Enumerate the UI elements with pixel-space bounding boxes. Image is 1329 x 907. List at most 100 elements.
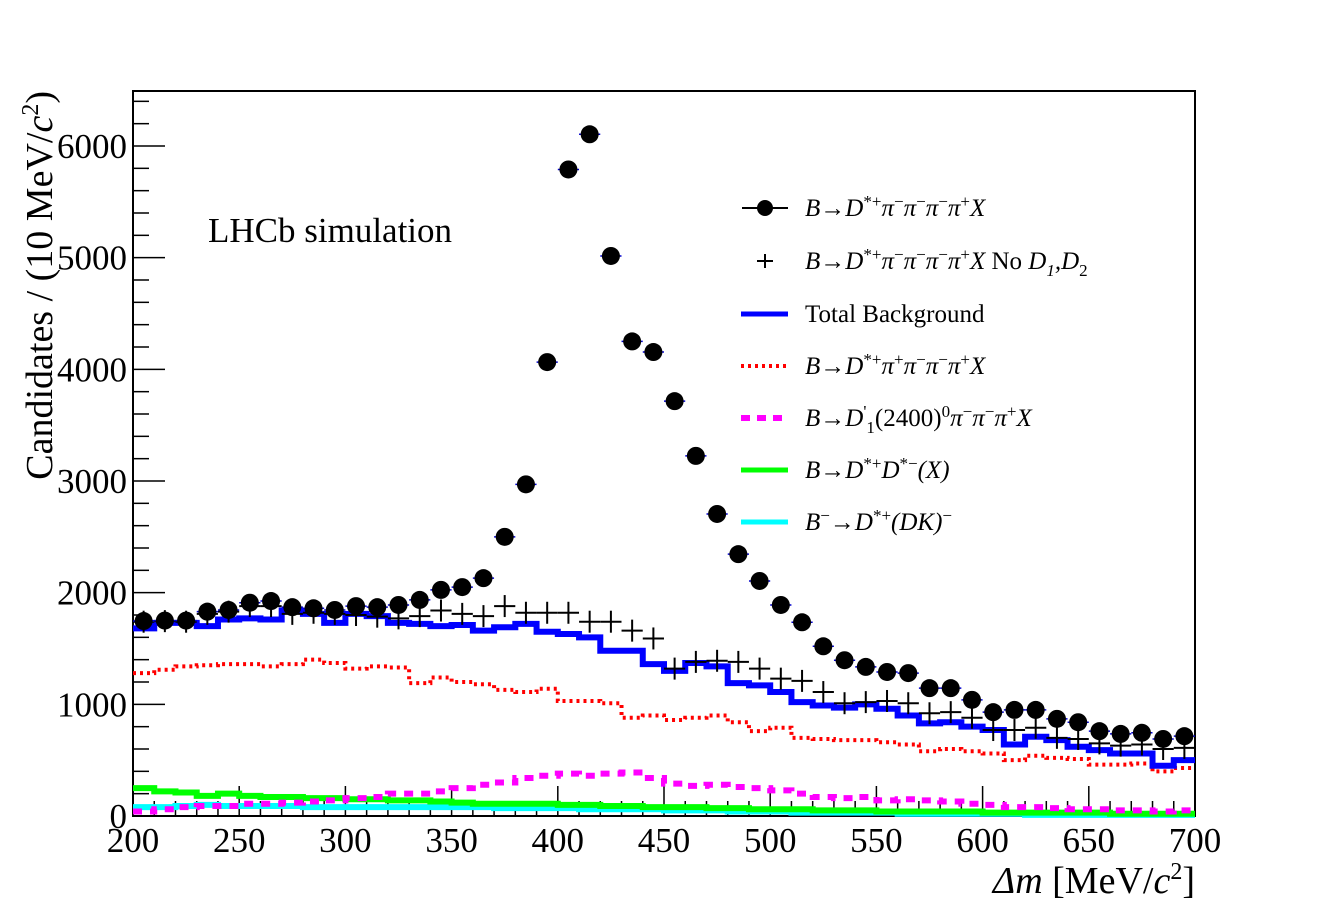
- data-point: [750, 571, 769, 590]
- x-axis-unit-prefix: [MeV/: [1043, 860, 1154, 902]
- legend-label-part: π: [994, 405, 1008, 432]
- legend-marker-circle-icon: [757, 200, 773, 216]
- data-point: [580, 125, 599, 144]
- y-axis-suffix: ): [19, 91, 61, 104]
- data-point: [601, 246, 620, 265]
- data-point: [665, 392, 684, 411]
- histogram-line: [133, 785, 1195, 817]
- legend-label-part: D: [844, 457, 863, 484]
- data-point: [453, 578, 472, 597]
- x-axis-title: Δm [MeV/c2]: [991, 859, 1195, 902]
- legend-label: B→D*+D*−(X): [805, 454, 950, 484]
- data-point: [262, 592, 281, 611]
- data-point: [1047, 709, 1066, 728]
- series-3: [133, 657, 1195, 774]
- x-axis-symbol: Δm: [991, 860, 1043, 902]
- legend-label-part: D: [844, 248, 863, 275]
- data-point: [389, 595, 408, 614]
- y-tick-label: 4000: [57, 350, 127, 389]
- data-point: [304, 599, 323, 618]
- data-point: [962, 690, 981, 709]
- data-point: [410, 590, 429, 609]
- legend-label-part: B: [805, 405, 820, 432]
- y-tick-label: 5000: [57, 239, 127, 278]
- legend-label-part: −: [894, 245, 904, 264]
- legend-label-part: +: [1007, 402, 1017, 421]
- legend-label-part: D: [1027, 248, 1046, 275]
- y-tick-label: 0: [110, 797, 128, 836]
- y-axis-c: c: [19, 116, 61, 133]
- data-point: [1090, 722, 1109, 741]
- legend-label-part: B: [805, 457, 820, 484]
- data-point: [283, 598, 302, 617]
- histogram-line: [133, 607, 1195, 769]
- legend-label-part: D: [844, 405, 863, 432]
- legend-label-part: →: [820, 195, 845, 222]
- y-axis-exp: 2: [18, 104, 44, 116]
- legend-label-part: D: [880, 457, 899, 484]
- data-point: [708, 504, 727, 523]
- legend-label-part: →: [820, 457, 845, 484]
- legend-entry-d1prime: B→D'1(2400)0π−π−π+X: [741, 402, 1033, 437]
- legend-label-part: π: [881, 248, 895, 275]
- data-point: [1005, 700, 1024, 719]
- legend-label-part: (DK): [891, 509, 942, 536]
- x-tick-label: 700: [1169, 821, 1222, 860]
- data-point: [134, 612, 153, 631]
- data-point: [198, 602, 217, 621]
- legend-label-part: −: [963, 402, 973, 421]
- legend-label-part: −: [942, 506, 952, 525]
- x-tick-label: 400: [532, 821, 585, 860]
- data-point: [1175, 727, 1194, 746]
- legend-label-part: X: [1015, 405, 1033, 432]
- legend-label-part: D: [844, 353, 863, 380]
- data-point: [1111, 724, 1130, 743]
- x-axis-unit-exp: 2: [1170, 859, 1182, 885]
- data-point: [516, 475, 535, 494]
- data-point: [623, 332, 642, 351]
- data-point: [219, 600, 238, 619]
- y-tick-label: 2000: [57, 574, 127, 613]
- legend-label-part: B: [805, 195, 820, 222]
- series-0: [133, 125, 1195, 748]
- legend-label-part: X: [969, 353, 987, 380]
- x-axis-unit-c: c: [1153, 860, 1170, 902]
- legend-label-part: −: [916, 245, 926, 264]
- legend-label-part: π: [881, 353, 895, 380]
- legend-label-part: 2: [1079, 261, 1088, 280]
- data-point: [1132, 723, 1151, 742]
- data-point: [835, 651, 854, 670]
- legend-label-part: B: [805, 509, 820, 536]
- legend-label-part: →: [830, 509, 855, 536]
- legend-label-part: π: [950, 405, 964, 432]
- legend-label-part: π: [904, 353, 918, 380]
- data-point: [771, 595, 790, 614]
- data-point: [325, 600, 344, 619]
- data-point: [984, 703, 1003, 722]
- data-point: [155, 611, 174, 630]
- x-tick-label: 200: [107, 821, 160, 860]
- data-point: [729, 545, 748, 564]
- legend-label-part: π: [926, 353, 940, 380]
- series-5: [133, 785, 1195, 817]
- data-point: [495, 527, 514, 546]
- x-tick-label: 350: [425, 821, 478, 860]
- x-tick-label: 250: [213, 821, 266, 860]
- y-axis-title: Candidates / (10 MeV/c2): [18, 91, 61, 480]
- x-tick-labels: 200 250 300 350 400 450 500 550 600 650 700: [107, 821, 1222, 860]
- legend-label-part: 1: [1046, 261, 1055, 280]
- histogram-line: [133, 769, 1195, 815]
- annotation-lhcb-simulation: LHCb simulation: [208, 211, 452, 250]
- legend-label-part: +: [960, 245, 970, 264]
- data-point: [1069, 713, 1088, 732]
- legend-label-part: X: [969, 248, 987, 275]
- legend-entry-total-bkg: Total Background: [741, 301, 985, 328]
- data-point: [368, 598, 387, 617]
- legend-label: Total Background: [805, 301, 985, 328]
- data-point: [899, 664, 918, 683]
- legend-label-part: Total Background: [805, 301, 985, 328]
- x-tick-label: 600: [956, 821, 1009, 860]
- y-tick-label: 1000: [57, 685, 127, 724]
- legend-entry-dstar-dstar: B→D*+D*−(X): [741, 454, 950, 484]
- legend-label-part: D: [844, 195, 863, 222]
